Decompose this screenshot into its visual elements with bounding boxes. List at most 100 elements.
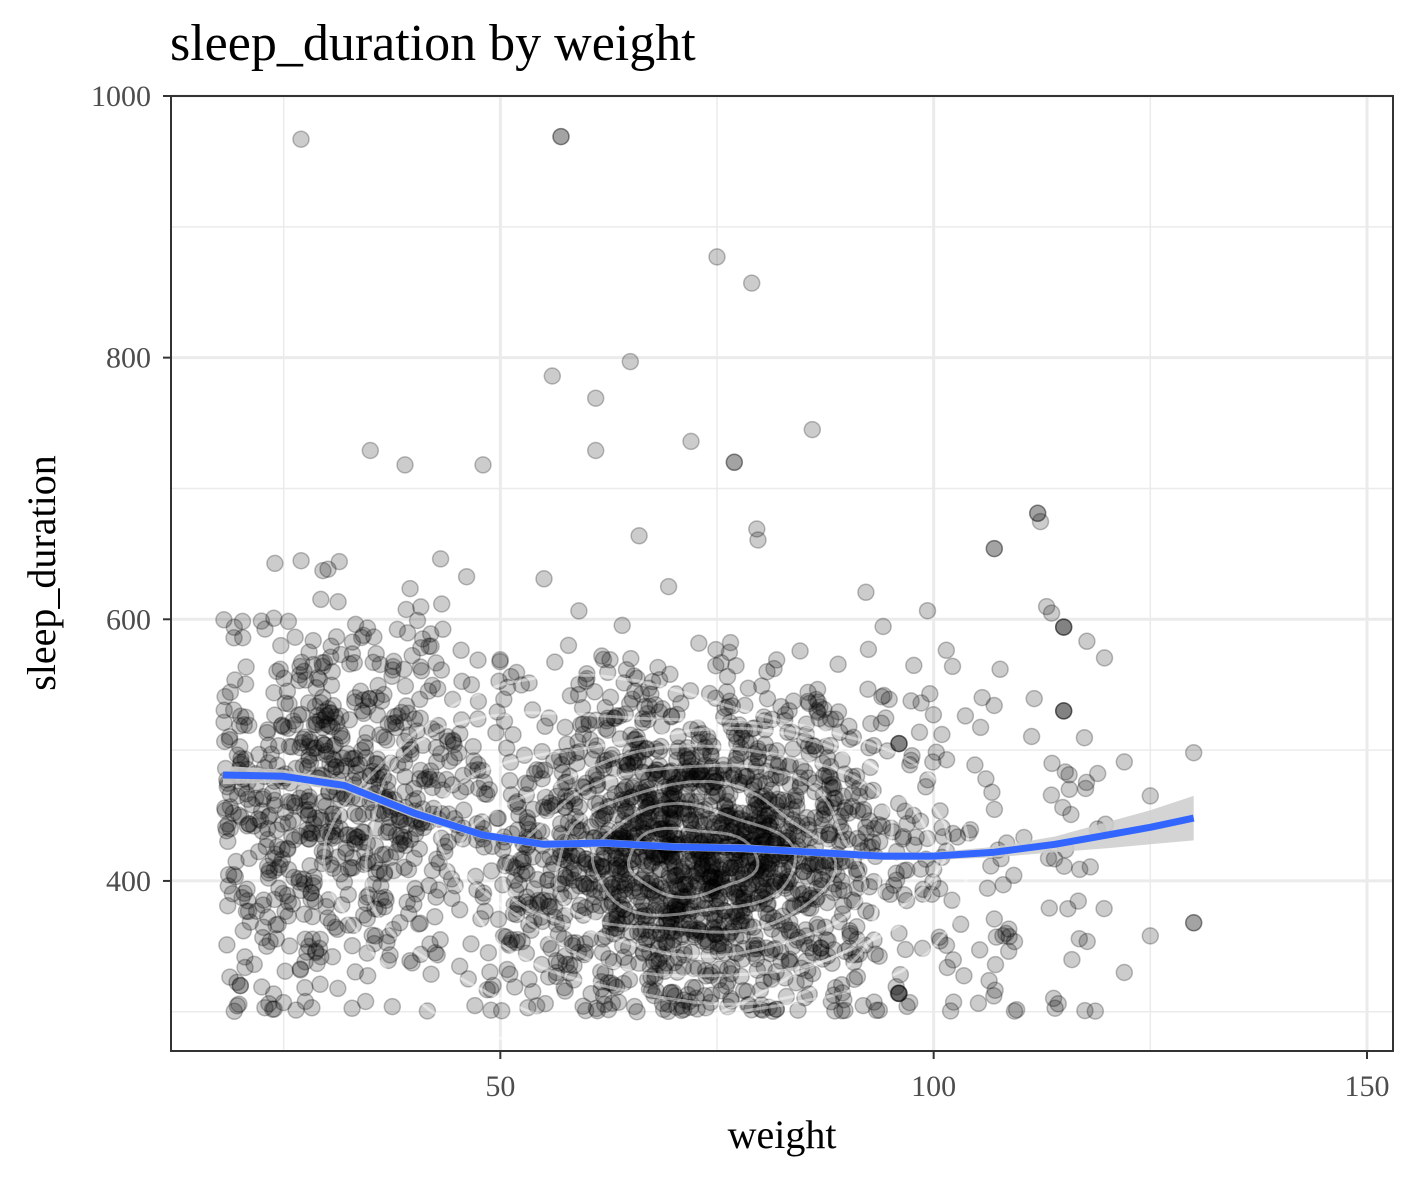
data-point xyxy=(428,680,447,698)
data-point xyxy=(796,971,814,990)
data-point xyxy=(701,744,720,763)
data-point xyxy=(930,928,949,946)
data-point xyxy=(562,853,580,871)
data-point xyxy=(609,993,628,1012)
data-point xyxy=(592,857,611,875)
data-point xyxy=(635,809,654,828)
data-point xyxy=(629,751,647,769)
data-point xyxy=(687,872,706,890)
data-point xyxy=(650,671,669,689)
data-point xyxy=(538,871,557,890)
data-point xyxy=(781,953,799,972)
data-point xyxy=(238,892,257,910)
data-point xyxy=(278,839,297,858)
data-point xyxy=(665,871,683,889)
data-point xyxy=(755,811,774,829)
data-point xyxy=(236,708,255,726)
data-point xyxy=(261,932,279,951)
data-point xyxy=(692,922,710,941)
data-point xyxy=(730,869,749,888)
data-point xyxy=(753,826,771,844)
data-point xyxy=(349,828,367,846)
data-point xyxy=(902,692,920,710)
data-point xyxy=(642,871,660,890)
data-point xyxy=(509,797,527,816)
data-point xyxy=(626,879,645,897)
data-point xyxy=(795,934,813,953)
data-point xyxy=(711,894,729,912)
data-point xyxy=(440,752,459,770)
data-point xyxy=(406,710,424,728)
data-point xyxy=(890,734,908,753)
data-point xyxy=(361,766,379,785)
data-point xyxy=(823,954,841,973)
data-point xyxy=(274,884,292,903)
data-point xyxy=(678,888,696,906)
data-point xyxy=(349,807,368,825)
data-point xyxy=(674,911,692,930)
data-point xyxy=(428,946,446,964)
data-point xyxy=(705,766,723,785)
data-point xyxy=(748,961,767,979)
data-point xyxy=(533,770,551,788)
data-point xyxy=(824,883,843,902)
data-point xyxy=(1055,857,1073,875)
data-point xyxy=(712,653,730,672)
data-point xyxy=(617,660,636,679)
data-point xyxy=(887,978,905,996)
data-point xyxy=(752,855,770,874)
data-point xyxy=(588,777,606,795)
data-point xyxy=(640,788,658,806)
data-point xyxy=(806,774,824,792)
data-point xyxy=(379,951,398,970)
data-point xyxy=(405,895,423,914)
data-point xyxy=(982,857,1000,875)
data-point xyxy=(1054,618,1073,636)
data-point xyxy=(900,993,919,1012)
data-point xyxy=(821,776,839,794)
data-point xyxy=(710,906,729,924)
data-point xyxy=(367,819,385,837)
data-point xyxy=(302,883,321,902)
data-point xyxy=(728,944,746,963)
data-point xyxy=(295,870,313,888)
data-point xyxy=(618,790,636,808)
data-point xyxy=(314,688,332,707)
data-point xyxy=(231,976,250,995)
data-point xyxy=(789,1001,807,1019)
data-point xyxy=(240,849,258,868)
data-point xyxy=(731,898,750,917)
data-point xyxy=(307,739,326,757)
grid-minor xyxy=(171,96,1393,1051)
data-point xyxy=(641,796,659,814)
data-point xyxy=(291,738,309,757)
data-point xyxy=(722,718,740,736)
data-point xyxy=(292,551,310,570)
data-point xyxy=(531,761,550,780)
data-point xyxy=(599,821,618,840)
data-point xyxy=(754,814,773,832)
data-point xyxy=(633,710,652,728)
data-point xyxy=(559,813,578,832)
data-point xyxy=(736,696,754,715)
data-point xyxy=(422,637,440,656)
data-point xyxy=(628,923,647,941)
data-point xyxy=(919,771,937,789)
data-point xyxy=(534,891,553,910)
data-point xyxy=(854,996,872,1015)
data-point xyxy=(355,855,373,874)
data-point xyxy=(389,707,407,725)
data-point xyxy=(595,759,613,778)
data-point xyxy=(308,668,327,687)
data-point xyxy=(300,751,318,769)
data-point xyxy=(826,789,845,808)
data-point xyxy=(760,806,779,824)
data-point xyxy=(619,793,637,811)
data-point xyxy=(760,817,778,835)
data-point xyxy=(304,876,322,895)
data-point xyxy=(323,947,342,966)
data-point xyxy=(422,762,440,780)
data-point xyxy=(633,764,652,782)
data-point xyxy=(623,690,642,708)
data-point xyxy=(557,955,575,974)
